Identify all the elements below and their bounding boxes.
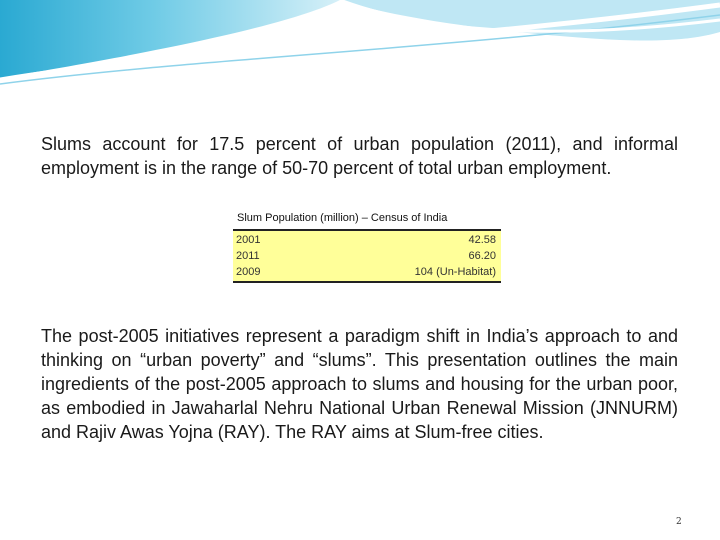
- header-wave-banner: [0, 0, 720, 85]
- table-cell-year: 2009: [236, 266, 261, 278]
- table-cell-year: 2011: [236, 250, 260, 262]
- table-cell-value: 42.58: [468, 234, 496, 246]
- slum-population-table: Slum Population (million) – Census of In…: [233, 211, 501, 283]
- table-row: 2011 66.20: [236, 248, 496, 264]
- table-body: 2001 42.58 2011 66.20 2009 104 (Un-Habit…: [233, 229, 501, 283]
- table-cell-value: 66.20: [468, 250, 496, 262]
- page-number: 2: [676, 517, 682, 527]
- table-cell-value: 104 (Un-Habitat): [414, 266, 496, 278]
- main-paragraph: The post-2005 initiatives represent a pa…: [41, 326, 678, 442]
- intro-paragraph: Slums account for 17.5 percent of urban …: [41, 134, 678, 178]
- table-cell-year: 2001: [236, 234, 261, 246]
- table-caption: Slum Population (million) – Census of In…: [237, 212, 448, 224]
- table-row: 2009 104 (Un-Habitat): [236, 264, 496, 280]
- table-row: 2001 42.58: [236, 232, 496, 248]
